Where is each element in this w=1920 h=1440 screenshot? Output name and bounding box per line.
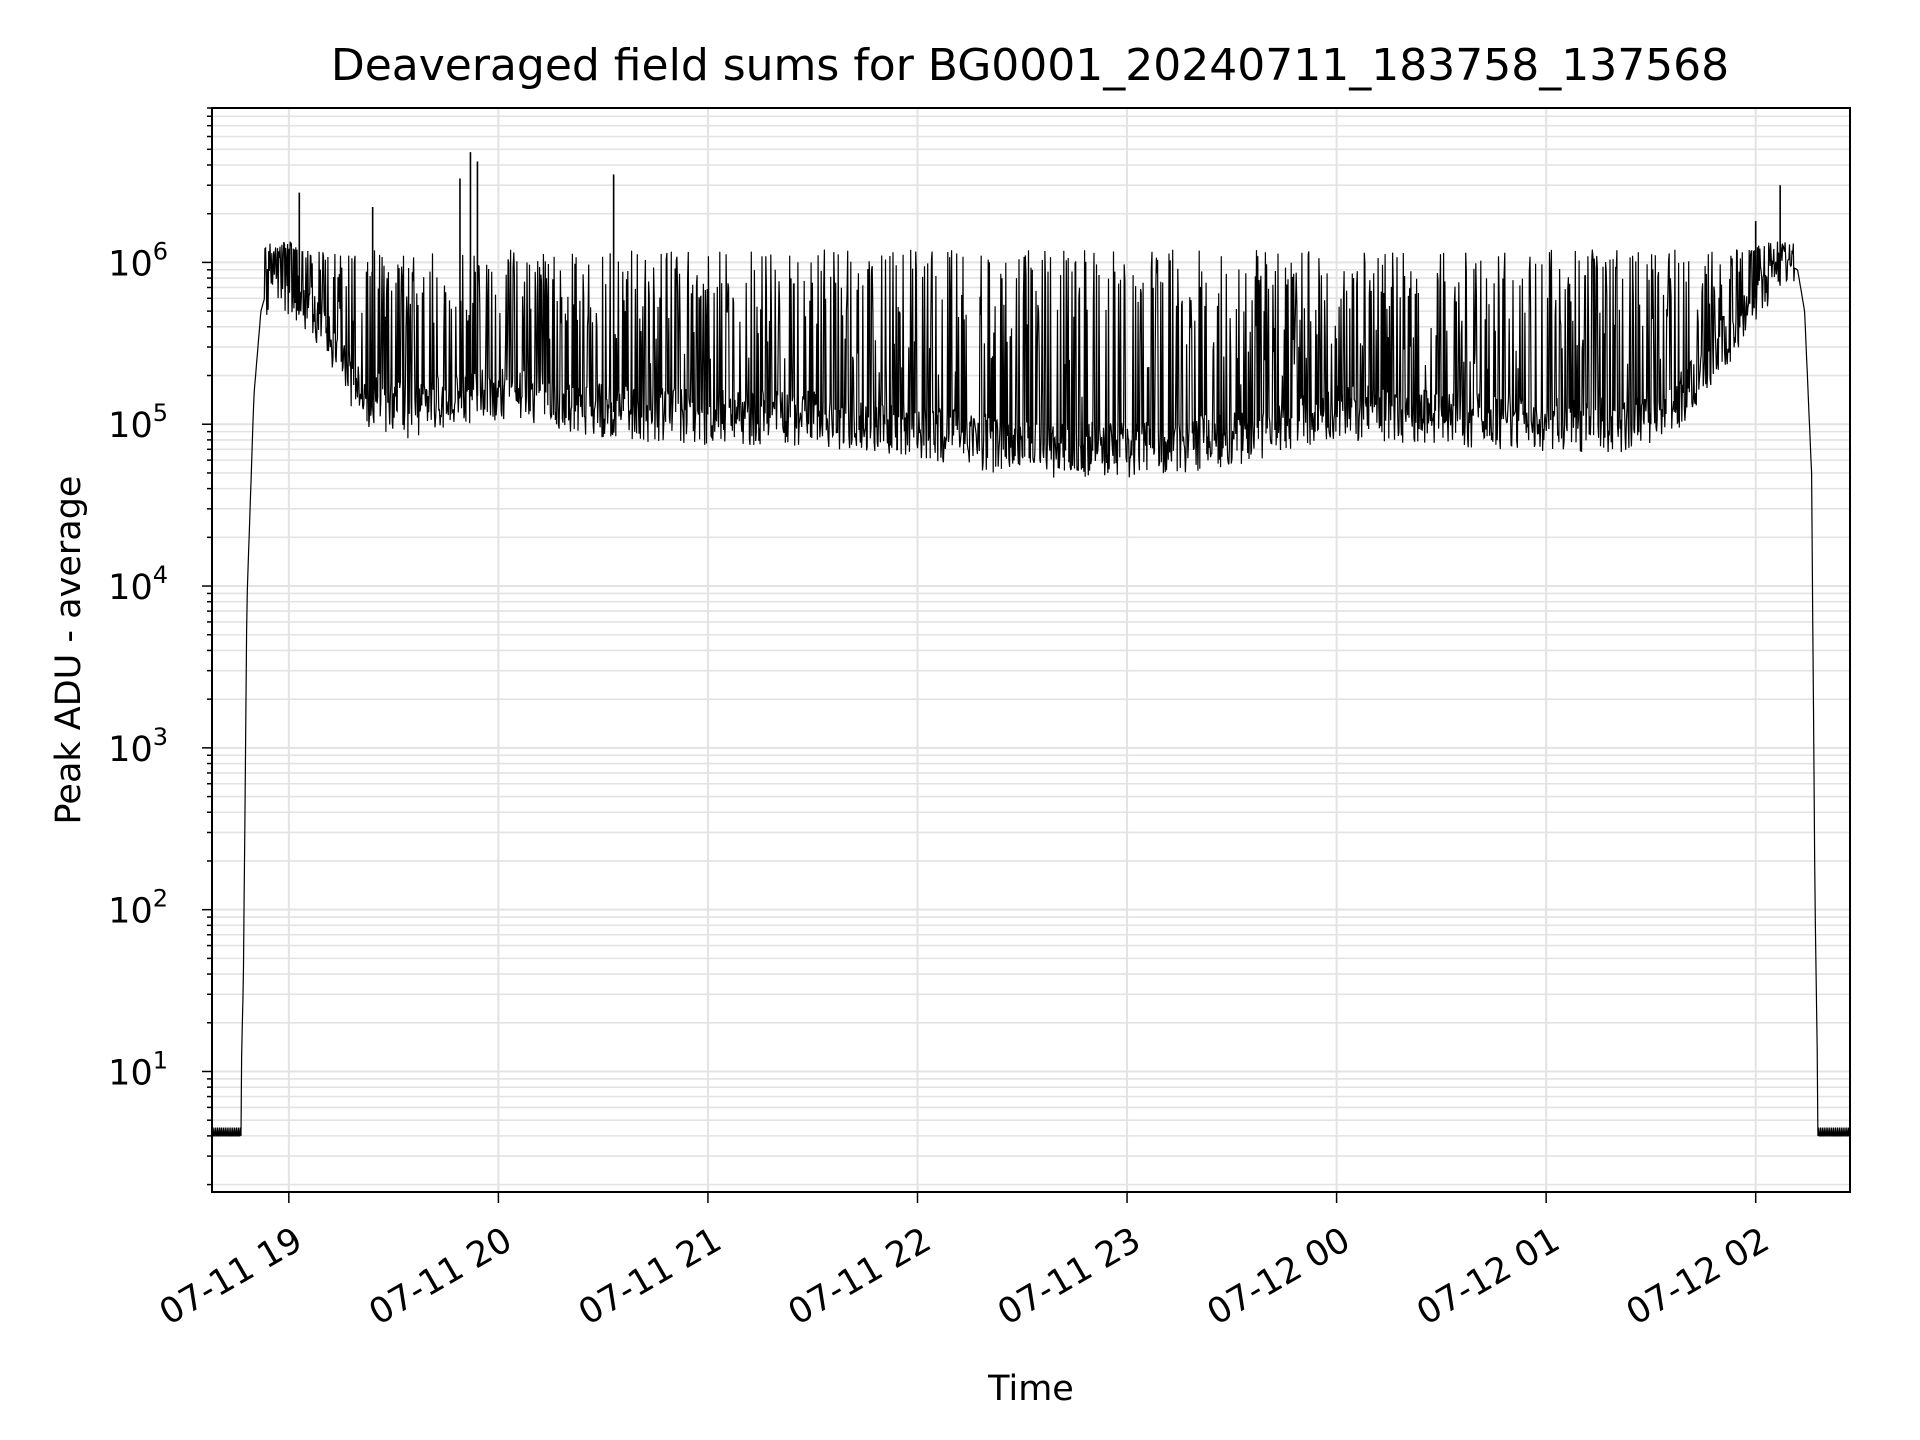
y-tick-label: 104 (108, 561, 168, 608)
y-tick-label: 102 (108, 885, 168, 932)
y-tick-label: 105 (108, 399, 168, 446)
y-tick-label: 101 (108, 1046, 168, 1093)
x-axis: 07-11 19 07-11 20 07-11 21 07-11 22 07-11 23… (153, 1192, 1776, 1333)
x-tick-label: 07-11 23 (991, 1220, 1147, 1333)
x-axis-label: Time (987, 1369, 1074, 1409)
y-tick-label: 103 (108, 723, 168, 770)
x-tick-label: 07-12 02 (1620, 1220, 1776, 1333)
series-layer (211, 152, 1850, 1137)
x-tick-label: 07-12 00 (1201, 1220, 1357, 1333)
x-tick-label: 07-11 21 (572, 1220, 728, 1333)
chart-title: Deaveraged field sums for BG0001_2024071… (331, 40, 1729, 91)
x-tick-label: 07-11 22 (782, 1220, 938, 1333)
y-axis-label: Peak ADU - average (49, 476, 89, 825)
x-tick-label: 07-11 20 (363, 1220, 519, 1333)
y-axis: 101 102 103 104 105 106 (108, 107, 212, 1186)
x-tick-label: 07-12 01 (1410, 1220, 1566, 1333)
series-line (211, 241, 1850, 1137)
x-tick-label: 07-11 19 (153, 1220, 309, 1333)
y-tick-label: 106 (108, 237, 168, 284)
